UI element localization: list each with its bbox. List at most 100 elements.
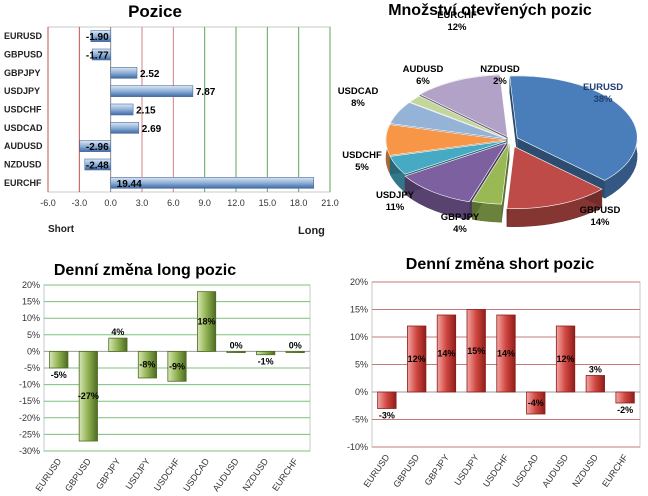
short-value-label: 15% bbox=[467, 346, 485, 356]
long-value-label: -8% bbox=[139, 360, 155, 370]
short-category-label: NZDUSD bbox=[570, 452, 600, 489]
pozice-value-label: 2.69 bbox=[142, 124, 162, 135]
pozice-value-label: 19.44 bbox=[117, 179, 142, 190]
pie-slice-value: 11% bbox=[386, 202, 405, 213]
long-value-label: 4% bbox=[111, 327, 124, 337]
long-bar bbox=[78, 351, 98, 442]
pie-slice bbox=[409, 95, 508, 139]
short-category-label: GBPJPY bbox=[423, 452, 452, 487]
long-category-label: EURUSD bbox=[33, 456, 63, 493]
long-chart: Denní změna long pozic 20% 15% 10% 5% 0% -5% -… bbox=[0, 250, 325, 496]
long-y-tick: 10% bbox=[22, 313, 40, 323]
pozice-value-label: 7.87 bbox=[196, 87, 216, 98]
pozice-title: Pozice bbox=[128, 2, 182, 21]
pozice-category-label: NZDUSD bbox=[4, 160, 42, 170]
pozice-category-label: USDCHF bbox=[4, 105, 42, 115]
pie-slice-value: 4% bbox=[453, 224, 467, 235]
pie-slice bbox=[389, 102, 507, 140]
pie-slice bbox=[385, 124, 507, 156]
short-chart: Denní změna short pozic 20% 15% 10% 5% 0% -5%… bbox=[330, 250, 648, 496]
long-bar bbox=[49, 351, 69, 369]
short-bar bbox=[555, 325, 576, 393]
long-value-label: 0% bbox=[289, 340, 302, 350]
pie-slice-value: 5% bbox=[355, 162, 369, 173]
long-category-label: EURCHF bbox=[270, 456, 300, 493]
short-value-label: -4% bbox=[528, 398, 544, 408]
short-value-label: 14% bbox=[497, 349, 515, 359]
pozice-long-label: Long bbox=[298, 225, 325, 237]
long-y-tick: -30% bbox=[19, 446, 40, 456]
short-plot: 20% 15% 10% 5% 0% -5% -10% -3% EURUSD 12% GBPUSD 14… bbox=[347, 277, 641, 489]
short-y-tick: 10% bbox=[350, 332, 368, 342]
pozice-bar bbox=[110, 122, 140, 134]
short-y-tick: 20% bbox=[350, 277, 368, 287]
short-category-label: USDCHF bbox=[481, 452, 511, 489]
short-y-tick: -5% bbox=[352, 415, 368, 425]
pozice-chart: Pozice -6.0 -3.0 0.0 3.0 6.0 9.0 12.0 15.0 18.0 2… bbox=[0, 0, 340, 245]
pozice-category-label: GBPJPY bbox=[4, 68, 41, 78]
short-bar bbox=[496, 314, 516, 393]
pozice-bar bbox=[90, 30, 111, 42]
long-value-label: -1% bbox=[258, 357, 274, 367]
pozice-category-label: EURUSD bbox=[4, 31, 43, 41]
pozice-plot: -6.0 -3.0 0.0 3.0 6.0 9.0 12.0 15.0 18.0 21.0 EURU… bbox=[4, 26, 339, 237]
pozice-value-label: -2.48 bbox=[86, 161, 109, 172]
long-y-tick: 20% bbox=[22, 280, 40, 290]
short-bar bbox=[585, 375, 605, 393]
short-value-label: -3% bbox=[379, 411, 395, 421]
short-title: Denní změna short pozic bbox=[405, 256, 595, 273]
short-category-label: EURUSD bbox=[362, 452, 392, 489]
long-y-tick: 0% bbox=[27, 346, 40, 356]
short-bar bbox=[407, 325, 427, 393]
pozice-category-label: EURCHF bbox=[4, 178, 42, 188]
pozice-bar bbox=[84, 158, 111, 171]
long-category-label: GBPUSD bbox=[63, 456, 93, 493]
pie-slice bbox=[389, 140, 507, 175]
pozice-x-tick: 3.0 bbox=[136, 198, 149, 208]
pozice-x-tick: 6.0 bbox=[167, 198, 180, 208]
mnozstvi-chart: Množství otevřených pozic EURUSD 38% GBPUS… bbox=[338, 0, 648, 245]
long-bar bbox=[226, 351, 246, 354]
long-plot: 20% 15% 10% 5% 0% -5% -10% -15% -20% -25% -30% -5% E… bbox=[19, 280, 311, 493]
long-category-label: GBPJPY bbox=[94, 456, 123, 491]
pozice-bar bbox=[110, 177, 315, 189]
pie-slice-value: 6% bbox=[416, 76, 430, 87]
short-bar bbox=[615, 391, 635, 404]
long-bar bbox=[137, 351, 158, 379]
pie-slice-label: EURUSD bbox=[583, 82, 623, 93]
pozice-value-label: -1.90 bbox=[86, 32, 109, 43]
short-bar bbox=[377, 391, 397, 409]
pozice-x-tick: 21.0 bbox=[321, 198, 339, 208]
pie-slice-value: 12% bbox=[447, 22, 467, 33]
pozice-x-tick: 18.0 bbox=[290, 198, 308, 208]
short-value-label: 12% bbox=[408, 354, 426, 364]
long-y-tick: 5% bbox=[27, 330, 40, 340]
long-value-label: -27% bbox=[78, 391, 99, 401]
pie-slice bbox=[506, 146, 603, 210]
short-value-label: 14% bbox=[437, 349, 455, 359]
pie-slice-value: 14% bbox=[590, 217, 610, 228]
long-category-label: AUDUSD bbox=[211, 456, 241, 493]
pozice-category-label: GBPUSD bbox=[4, 50, 43, 60]
pie-slice bbox=[509, 75, 638, 181]
pozice-category-label: USDCAD bbox=[4, 123, 43, 133]
pie-slice-value: 2% bbox=[493, 76, 507, 87]
short-value-label: 3% bbox=[589, 365, 602, 375]
short-y-tick: -10% bbox=[347, 442, 368, 452]
long-y-tick: -25% bbox=[19, 429, 40, 439]
long-category-label: USDJPY bbox=[124, 456, 153, 491]
long-bar bbox=[285, 351, 305, 354]
long-y-tick: -15% bbox=[19, 396, 40, 406]
pie-slice-label: NZDUSD bbox=[480, 64, 520, 75]
long-y-tick: -10% bbox=[19, 380, 40, 390]
short-bar bbox=[526, 391, 546, 415]
pie-slice-wall bbox=[509, 76, 518, 156]
long-bar bbox=[256, 351, 276, 356]
long-category-label: NZDUSD bbox=[241, 456, 271, 493]
pozice-value-label: -2.96 bbox=[86, 142, 109, 153]
short-bar bbox=[436, 314, 457, 393]
long-bar bbox=[108, 337, 128, 352]
pie-slice-value: 38% bbox=[593, 94, 613, 105]
short-category-label: USDJPY bbox=[452, 452, 481, 487]
